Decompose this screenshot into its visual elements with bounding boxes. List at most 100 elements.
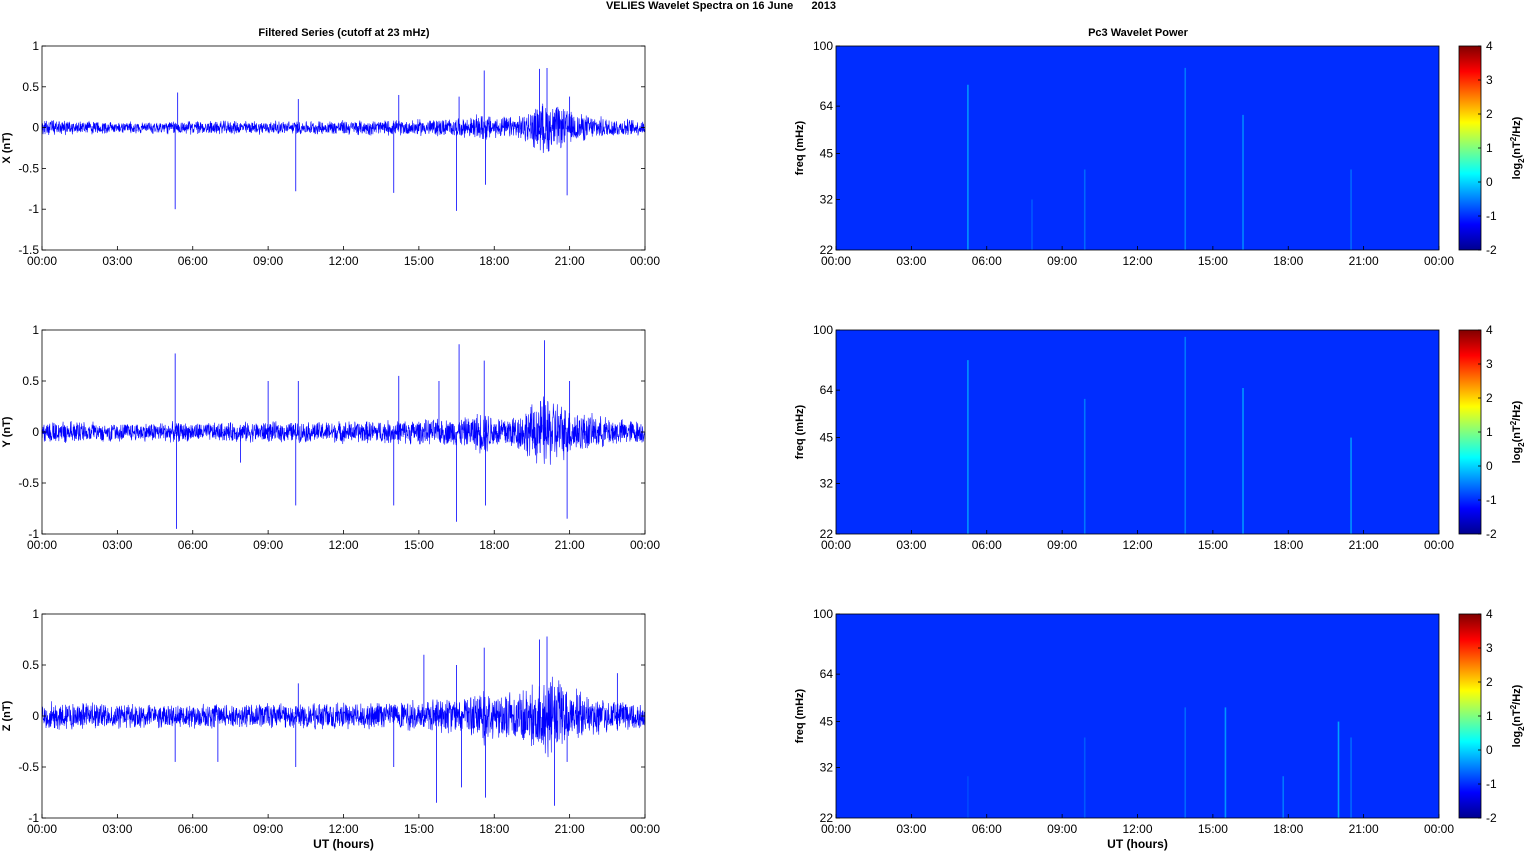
wavelet-xtick-label: 18:00 [1273, 822, 1303, 836]
ytick-label: -1 [28, 527, 39, 541]
ylabel: freq (mHz) [794, 404, 806, 459]
ytick-label: 64 [820, 383, 834, 397]
spectrogram-background [836, 330, 1439, 534]
right-column-title: Pc3 Wavelet Power [1088, 27, 1189, 39]
ylabel: Y (nT) [1, 416, 13, 447]
colorbar: -2 -1 0 1 2 3 4 log2(nT2/Hz) [1458, 39, 1526, 257]
colorbar-tick-label: -1 [1486, 777, 1497, 791]
colorbar-tick-label: 2 [1486, 391, 1493, 405]
xlabel: UT (hours) [1107, 837, 1168, 851]
colorbar-tick-label: 4 [1486, 39, 1493, 53]
wavelet-xtick-label: 03:00 [896, 254, 926, 268]
colorbar-gradient [1458, 613, 1482, 819]
wavelet-xtick-label: 06:00 [972, 538, 1002, 552]
ytick-label: 22 [820, 243, 834, 257]
wavelet-xtick-label: 18:00 [1273, 254, 1303, 268]
ytick-label: -1 [28, 811, 39, 825]
colorbar-label: log2(nT2/Hz) [1509, 116, 1526, 179]
series-xtick-label: 12:00 [328, 538, 358, 552]
colorbar-tick-label: 1 [1486, 141, 1493, 155]
colorbar-tick-label: -1 [1486, 493, 1497, 507]
wavelet-xtick-label: 21:00 [1349, 254, 1379, 268]
wavelet-xtick-label: 09:00 [1047, 254, 1077, 268]
ytick-label: 64 [820, 99, 834, 113]
colorbar-label: log2(nT2/Hz) [1509, 400, 1526, 463]
series-xtick-label: 09:00 [253, 538, 283, 552]
ytick-label: 45 [820, 431, 834, 445]
series-xtick-label: 06:00 [178, 254, 208, 268]
colorbar-label: log2(nT2/Hz) [1509, 684, 1526, 747]
wavelet-xtick-label: 09:00 [1047, 538, 1077, 552]
ytick-label: 0 [32, 425, 39, 439]
wavelet-xtick-label: 12:00 [1122, 254, 1152, 268]
ytick-label: 45 [820, 147, 834, 161]
colorbar-tick-label: -1 [1486, 209, 1497, 223]
wavelet-xtick-label: 18:00 [1273, 538, 1303, 552]
colorbar-tick-label: -2 [1486, 811, 1497, 825]
ytick-label: 100 [813, 323, 833, 337]
series-xtick-label: 12:00 [328, 822, 358, 836]
ytick-label: 0.5 [22, 374, 39, 388]
colorbar-tick-label: 2 [1486, 675, 1493, 689]
ytick-label: 0.5 [22, 658, 39, 672]
wavelet-xtick-label: 00:00 [1424, 538, 1454, 552]
colorbar-gradient [1458, 45, 1482, 251]
series-xtick-label: 03:00 [102, 538, 132, 552]
panels: -1.5 -1 -0.5 0 0.5 1 00:00 03:00 06:00 09:00 12:00… [1, 39, 1526, 851]
wavelet-xtick-label: 00:00 [821, 254, 851, 268]
ytick-label: -1 [28, 202, 39, 216]
ytick-label: 22 [820, 811, 834, 825]
ytick-label: 45 [820, 715, 834, 729]
colorbar-tick-label: 3 [1486, 73, 1493, 87]
wavelet-xtick-label: 00:00 [1424, 822, 1454, 836]
ytick-label: 0.5 [22, 80, 39, 94]
colorbar-tick-label: 0 [1486, 743, 1493, 757]
wavelet-xtick-label: 15:00 [1198, 538, 1228, 552]
colorbar-tick-label: 3 [1486, 641, 1493, 655]
series-xtick-label: 00:00 [27, 538, 57, 552]
series-panel-z: -1 -0.5 0 0.5 1 00:00 03:00 06:00 09:00 12:00 15:0… [1, 607, 660, 851]
wavelet-xtick-label: 12:00 [1122, 538, 1152, 552]
ytick-label: 32 [820, 761, 834, 775]
ylabel: freq (mHz) [794, 120, 806, 175]
ytick-label: 0 [32, 121, 39, 135]
ytick-label: -0.5 [18, 760, 39, 774]
ytick-label: 0 [32, 709, 39, 723]
figure-title: VELIES Wavelet Spectra on 16 June 2013 [606, 0, 836, 12]
colorbar-tick-label: -2 [1486, 527, 1497, 541]
colorbar-tick-label: 1 [1486, 709, 1493, 723]
series-xtick-label: 15:00 [404, 254, 434, 268]
wavelet-xtick-label: 00:00 [1424, 254, 1454, 268]
wavelet-xtick-label: 03:00 [896, 822, 926, 836]
ytick-label: 32 [820, 193, 834, 207]
ytick-label: -0.5 [18, 161, 39, 175]
series-xtick-label: 18:00 [479, 822, 509, 836]
series-xtick-label: 15:00 [404, 538, 434, 552]
ytick-label: 100 [813, 607, 833, 621]
plot-area [42, 46, 645, 250]
wavelet-xtick-label: 15:00 [1198, 822, 1228, 836]
wavelet-xtick-label: 09:00 [1047, 822, 1077, 836]
colorbar: -2 -1 0 1 2 3 4 log2(nT2/Hz) [1458, 323, 1526, 541]
series-xtick-label: 21:00 [555, 254, 585, 268]
spectrogram-background [836, 614, 1439, 818]
colorbar-tick-label: -2 [1486, 243, 1497, 257]
colorbar-tick-label: 3 [1486, 357, 1493, 371]
series-xtick-label: 00:00 [630, 538, 660, 552]
ytick-label: 1 [32, 607, 39, 621]
wavelet-xtick-label: 12:00 [1122, 822, 1152, 836]
ytick-label: -0.5 [18, 476, 39, 490]
left-column-title: Filtered Series (cutoff at 23 mHz) [258, 27, 429, 39]
series-panel-x: -1.5 -1 -0.5 0 0.5 1 00:00 03:00 06:00 09:00 12:00… [1, 39, 660, 268]
ytick-label: 32 [820, 477, 834, 491]
series-xtick-label: 09:00 [253, 822, 283, 836]
wavelet-xtick-label: 06:00 [972, 254, 1002, 268]
xlabel: UT (hours) [313, 837, 374, 851]
series-xtick-label: 00:00 [27, 254, 57, 268]
colorbar-tick-label: 4 [1486, 323, 1493, 337]
wavelet-xtick-label: 21:00 [1349, 538, 1379, 552]
